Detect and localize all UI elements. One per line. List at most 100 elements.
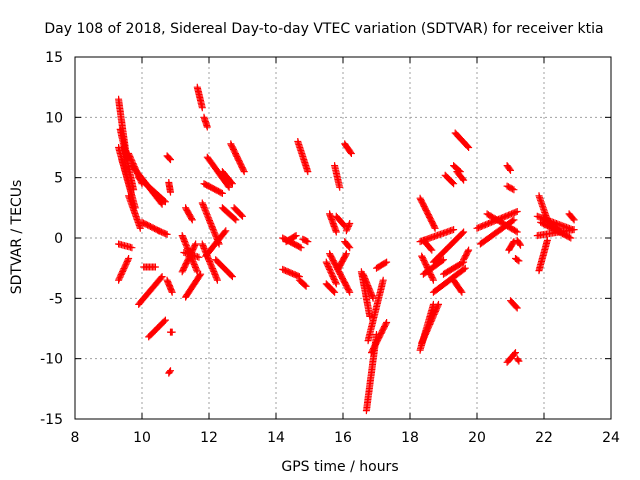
data-point	[429, 276, 437, 284]
data-point	[461, 264, 469, 272]
data-point	[217, 189, 225, 197]
y-tick-label: -15	[40, 412, 63, 428]
data-point	[157, 274, 165, 282]
data-point	[460, 228, 468, 236]
data-point	[557, 228, 565, 236]
data-point	[221, 228, 229, 236]
x-tick-label: 16	[334, 430, 352, 446]
data-point	[168, 288, 176, 296]
data-point	[166, 368, 174, 376]
data-point	[124, 256, 132, 264]
data-point	[240, 168, 248, 176]
data-point	[512, 303, 520, 311]
data-point	[125, 255, 133, 262]
data-point	[383, 319, 391, 326]
data-point	[427, 245, 435, 253]
x-tick-label: 8	[71, 430, 80, 446]
data-point	[346, 288, 354, 296]
data-point	[510, 216, 518, 224]
data-point	[565, 233, 573, 241]
x-tick-label: 14	[267, 430, 285, 446]
data-point	[513, 228, 521, 236]
data-point	[301, 281, 309, 289]
data-point	[188, 215, 195, 223]
data-point	[346, 244, 354, 252]
data-point	[232, 216, 240, 224]
data-point	[165, 179, 173, 186]
data-point	[510, 186, 518, 194]
plot-frame	[74, 56, 612, 420]
data-point	[464, 247, 472, 255]
data-point	[304, 168, 312, 176]
data-point	[222, 227, 230, 235]
data-point	[460, 265, 468, 273]
data-point	[291, 232, 299, 240]
data-point	[224, 182, 232, 190]
data-point	[332, 278, 340, 286]
data-point	[567, 234, 575, 242]
data-point	[160, 317, 168, 325]
data-point	[302, 282, 310, 290]
data-point	[342, 251, 350, 259]
data-point	[160, 197, 168, 205]
data-point	[203, 123, 211, 131]
data-point	[228, 180, 236, 188]
data-point	[460, 176, 468, 184]
data-point	[347, 148, 354, 156]
data-point	[513, 304, 521, 312]
data-point	[512, 227, 520, 235]
data-point	[464, 142, 472, 150]
x-tick-label: 12	[200, 430, 218, 446]
data-point	[459, 229, 466, 237]
x-tick-label: 18	[401, 430, 419, 446]
data-point	[296, 243, 304, 251]
x-tick-label: 22	[535, 430, 553, 446]
data-point	[570, 226, 578, 234]
data-points	[115, 83, 578, 415]
data-point	[465, 246, 473, 254]
data-point	[168, 328, 176, 336]
data-point	[543, 236, 551, 244]
data-point	[459, 175, 467, 183]
data-point	[509, 185, 516, 193]
y-tick-label: 5	[54, 171, 63, 187]
data-point	[515, 257, 523, 265]
data-point	[430, 223, 438, 231]
data-point	[438, 257, 446, 265]
data-point	[511, 350, 518, 358]
data-point	[345, 242, 353, 250]
data-point	[188, 216, 196, 224]
data-point	[513, 208, 521, 215]
data-point	[161, 316, 169, 324]
data-point	[435, 300, 442, 308]
data-point	[450, 180, 458, 188]
data-point	[198, 104, 206, 112]
data-point	[383, 258, 391, 266]
data-point	[450, 226, 458, 234]
data-point	[228, 273, 236, 281]
y-tick-label: -5	[49, 291, 63, 307]
y-axis-label: SDTVAR / TECUs	[9, 180, 25, 295]
data-point	[128, 244, 136, 252]
data-point	[292, 232, 300, 240]
data-point	[297, 244, 305, 252]
x-tick-label: 20	[468, 430, 486, 446]
data-point	[449, 179, 456, 187]
data-point	[569, 215, 577, 223]
y-tick-label: 15	[45, 50, 63, 66]
data-point	[516, 240, 524, 248]
data-point	[556, 227, 564, 235]
data-point	[330, 287, 338, 295]
y-tick-label: 0	[54, 231, 63, 247]
data-point	[570, 216, 578, 224]
data-point	[167, 156, 174, 164]
data-point	[166, 155, 174, 163]
data-point	[151, 263, 159, 271]
data-point	[167, 367, 174, 375]
data-point	[332, 280, 340, 288]
data-point	[238, 211, 245, 219]
data-point	[213, 276, 221, 284]
data-point	[514, 356, 522, 364]
